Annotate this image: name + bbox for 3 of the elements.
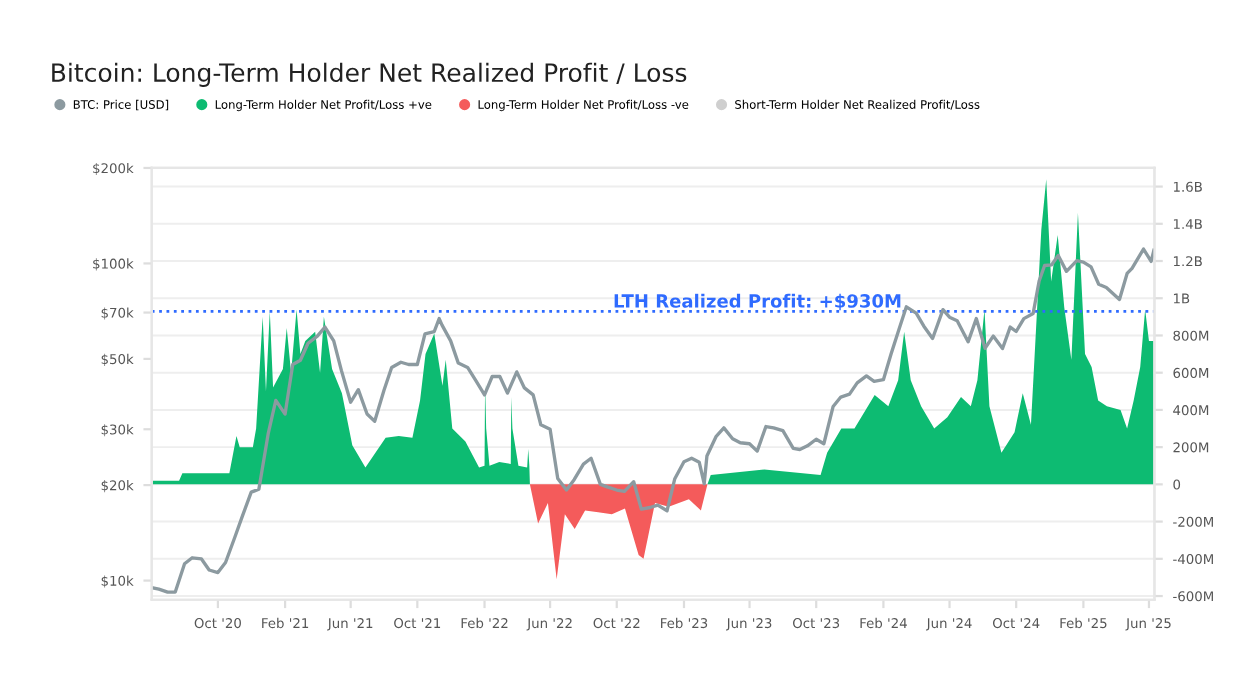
line-series — [151, 247, 1155, 594]
ref-line-label: LTH Realized Profit: +$930M — [614, 293, 901, 311]
chart-title: Bitcoin: Long-Term Holder Net Realized Profit / Loss — [52, 62, 687, 87]
